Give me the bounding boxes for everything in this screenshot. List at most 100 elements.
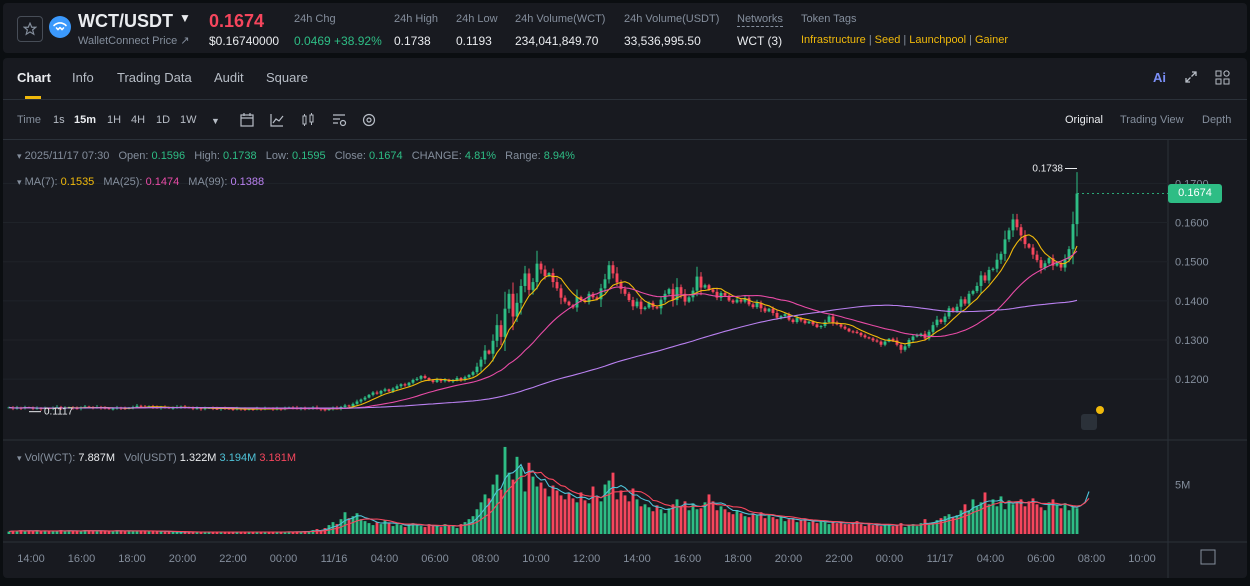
view-original[interactable]: Original xyxy=(1065,114,1103,126)
candle-body xyxy=(699,276,703,288)
candle-body xyxy=(519,285,523,303)
candle-body xyxy=(979,275,983,286)
layout-grid-icon[interactable] xyxy=(1215,70,1230,88)
collapse-ma-icon[interactable]: ▾ xyxy=(17,177,22,187)
volume-bar xyxy=(543,488,547,534)
ai-assistant-icon[interactable]: Ai xyxy=(1153,70,1166,85)
collapse-vol-icon[interactable]: ▾ xyxy=(17,453,22,463)
volume-bar xyxy=(347,518,351,534)
chart-type-icon[interactable] xyxy=(300,112,316,128)
tag-separator: | xyxy=(903,34,907,46)
timeframe-time[interactable]: Time xyxy=(17,114,42,126)
timeframe-1w[interactable]: 1W xyxy=(180,114,197,126)
volume-bar xyxy=(775,519,779,534)
notification-dot xyxy=(1096,406,1104,414)
candle-body xyxy=(203,408,207,410)
timeframe-15m[interactable]: 15m xyxy=(74,114,97,126)
candle-body xyxy=(727,295,731,301)
networks-value: WCT (3) xyxy=(737,34,783,48)
time-tick-label: 18:00 xyxy=(724,553,752,565)
candle-body xyxy=(1003,239,1007,254)
candle-body xyxy=(1051,258,1055,266)
candle-body xyxy=(395,386,399,389)
volume-bar xyxy=(1015,502,1019,534)
volume-bar xyxy=(631,488,635,534)
volume-bar xyxy=(1007,500,1011,534)
tag-separator: | xyxy=(868,34,872,46)
volume-bar xyxy=(787,519,791,534)
volume-bar xyxy=(719,506,723,534)
volume-bar xyxy=(251,531,255,534)
volume-bar xyxy=(1071,506,1075,534)
volume-bar xyxy=(231,532,235,534)
tab-info[interactable]: Info xyxy=(72,70,94,85)
volume-bar xyxy=(43,531,47,534)
volume-bar xyxy=(99,530,103,534)
timeframe-1h[interactable]: 1H xyxy=(107,114,122,126)
candle-body xyxy=(527,273,531,290)
price-chart[interactable]: 0.17000.16000.15000.14000.13000.12005M14… xyxy=(3,140,1247,578)
candle-body xyxy=(191,407,195,409)
tab-square[interactable]: Square xyxy=(266,70,308,85)
expand-icon[interactable] xyxy=(1184,70,1198,87)
candle-body xyxy=(515,302,519,317)
chart-settings-icon[interactable] xyxy=(331,112,347,128)
volume-bar xyxy=(1023,506,1027,534)
tab-trading-data[interactable]: Trading Data xyxy=(117,70,192,85)
indicator-icon[interactable] xyxy=(269,112,285,128)
candle-body xyxy=(479,359,483,367)
more-timeframes-icon[interactable]: ▼ xyxy=(211,116,220,126)
tag-launchpool[interactable]: Launchpool xyxy=(909,34,967,46)
volume-bar xyxy=(391,526,395,534)
volume-bar xyxy=(35,530,39,534)
pair-dropdown-icon[interactable]: ▼ xyxy=(179,11,191,25)
timeframe-1d[interactable]: 1D xyxy=(156,114,171,126)
tab-chart[interactable]: Chart xyxy=(17,70,51,85)
volume-bar xyxy=(439,527,443,534)
candle-body xyxy=(471,372,475,375)
volume-bar xyxy=(651,511,655,534)
tag-seed[interactable]: Seed xyxy=(874,34,901,46)
candle-body xyxy=(943,316,947,322)
volume-bar xyxy=(79,530,83,534)
volume-bar xyxy=(415,525,419,534)
stat-24h-change: 24h Chg 0.0469 +38.92% xyxy=(294,13,382,48)
pair-symbol[interactable]: WCT/USDT xyxy=(78,11,173,31)
time-tick-label: 16:00 xyxy=(68,553,96,565)
volume-bar xyxy=(603,484,607,534)
volume-bar xyxy=(559,495,563,534)
last-price: 0.1674 xyxy=(209,11,265,31)
time-tick-label: 11/16 xyxy=(321,553,348,565)
ma25-line xyxy=(8,250,1078,410)
volume-bar xyxy=(247,532,251,534)
volume-bar xyxy=(871,525,875,534)
volume-bar xyxy=(915,526,919,534)
tag-gainer[interactable]: Gainer xyxy=(974,34,1009,46)
volume-bar xyxy=(103,531,107,534)
volume-bar xyxy=(511,479,515,534)
view-depth[interactable]: Depth xyxy=(1202,114,1232,126)
vol-usdt-value: 1.322M xyxy=(179,452,217,464)
volume-bar xyxy=(843,524,847,534)
candle-body xyxy=(991,268,995,270)
networks[interactable]: Networks WCT (3) xyxy=(737,13,783,48)
tab-audit[interactable]: Audit xyxy=(214,70,244,85)
timeframe-4h[interactable]: 4H xyxy=(131,114,146,126)
low-marker-label: 0.1117 xyxy=(44,407,74,418)
collapse-legend-icon[interactable]: ▾ xyxy=(17,151,22,161)
favorite-star-icon[interactable] xyxy=(17,16,43,42)
candle-body xyxy=(107,408,111,410)
tag-infrastructure[interactable]: Infrastructure xyxy=(801,34,866,46)
stat-24h-low: 24h Low 0.1193 xyxy=(456,13,498,48)
volume-bar xyxy=(87,530,91,534)
view-trading-view[interactable]: Trading View xyxy=(1120,114,1184,126)
volume-bar xyxy=(503,446,507,534)
calendar-icon[interactable] xyxy=(239,112,255,128)
timeframe-1s[interactable]: 1s xyxy=(53,114,65,126)
project-price-link[interactable]: WalletConnect Price ↗ xyxy=(78,35,190,47)
gear-icon[interactable] xyxy=(361,112,377,128)
volume-bar xyxy=(979,502,983,534)
candle-body xyxy=(507,293,511,309)
volume-bar xyxy=(159,531,163,534)
candle-body xyxy=(111,408,115,410)
